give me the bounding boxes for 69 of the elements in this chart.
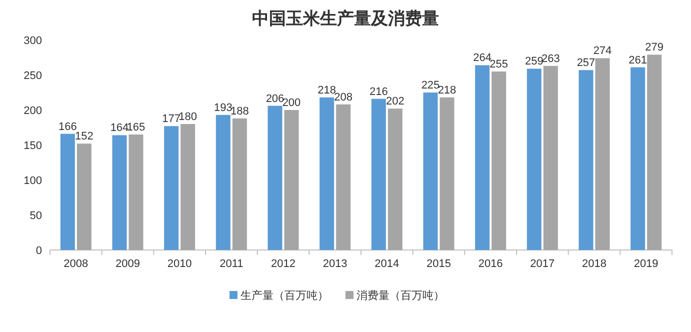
bar <box>164 126 179 250</box>
bar <box>543 66 558 250</box>
bar <box>440 97 454 250</box>
data-label: 193 <box>214 102 232 114</box>
x-tick-label: 2019 <box>634 258 658 270</box>
chart-title: 中国玉米生产量及消费量 <box>252 9 439 28</box>
x-tick-label: 2014 <box>374 258 400 270</box>
bar <box>388 108 402 250</box>
y-tick-label: 50 <box>30 210 42 222</box>
x-tick-label: 2016 <box>478 258 503 270</box>
x-tick-label: 2017 <box>530 258 555 270</box>
data-label: 279 <box>645 42 664 54</box>
legend-label: 生产量（百万吨） <box>240 289 328 302</box>
y-tick-label: 300 <box>24 35 42 47</box>
bar <box>268 106 282 250</box>
bar <box>112 135 127 250</box>
bar <box>371 98 386 250</box>
bar <box>76 144 92 250</box>
data-label: 166 <box>58 120 77 133</box>
data-label: 165 <box>126 122 146 134</box>
data-label: 202 <box>386 96 404 108</box>
bar <box>595 58 610 250</box>
data-label: 177 <box>162 113 181 126</box>
x-tick-label: 2009 <box>116 258 140 270</box>
data-label: 218 <box>438 84 456 96</box>
x-tick-label: 2018 <box>582 258 606 270</box>
y-tick-label: 250 <box>24 70 42 82</box>
bar <box>128 134 144 250</box>
data-label: 261 <box>628 54 648 66</box>
bar <box>320 97 334 250</box>
data-label: 208 <box>334 91 353 104</box>
x-tick-label: 2013 <box>322 258 348 270</box>
y-tick-label: 100 <box>24 175 42 187</box>
bar <box>284 110 299 250</box>
data-label: 200 <box>282 97 301 109</box>
data-label: 274 <box>593 45 612 58</box>
data-label: 180 <box>178 111 198 123</box>
y-tick-label: 150 <box>24 140 42 152</box>
bar <box>647 54 662 250</box>
bar <box>578 70 594 250</box>
x-tick-label: 2012 <box>271 258 296 270</box>
data-label: 255 <box>490 58 508 70</box>
data-label: 259 <box>524 56 544 68</box>
bar <box>423 92 438 250</box>
data-label: 263 <box>541 52 560 65</box>
y-tick-label: 0 <box>36 245 42 257</box>
legend-label: 消费量（百万吨） <box>356 289 444 302</box>
data-label: 206 <box>266 92 284 105</box>
bar <box>180 124 196 250</box>
data-label: 257 <box>576 57 596 70</box>
y-tick-label: 200 <box>24 105 42 117</box>
bar <box>216 114 230 250</box>
bar <box>475 65 490 250</box>
x-tick-label: 2015 <box>426 258 451 270</box>
bar <box>526 68 542 250</box>
data-label: 164 <box>110 122 129 134</box>
bar <box>492 72 506 250</box>
data-label: 225 <box>421 80 440 92</box>
bar <box>630 67 646 250</box>
data-label: 218 <box>318 84 336 96</box>
data-label: 152 <box>74 130 94 143</box>
data-label: 264 <box>473 52 492 64</box>
x-tick-label: 2008 <box>64 258 88 270</box>
data-label: 216 <box>369 86 388 98</box>
bar <box>336 104 351 250</box>
x-tick-label: 2011 <box>220 258 244 270</box>
bar <box>232 118 247 250</box>
x-tick-label: 2010 <box>167 258 192 270</box>
bar <box>60 134 75 250</box>
